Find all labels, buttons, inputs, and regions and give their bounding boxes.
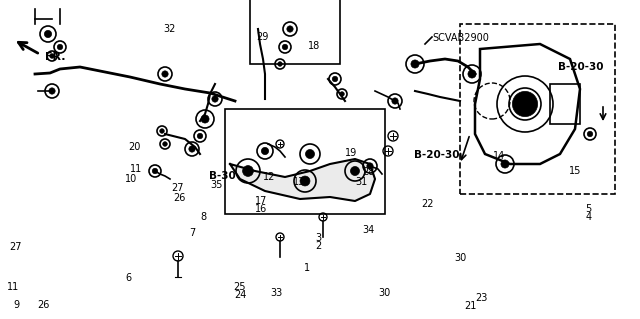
Text: 27: 27 — [10, 242, 22, 252]
Circle shape — [518, 97, 532, 111]
Text: 19: 19 — [344, 148, 357, 158]
Text: 2: 2 — [316, 241, 322, 251]
Circle shape — [278, 62, 282, 66]
Circle shape — [50, 54, 54, 58]
Text: 1: 1 — [304, 263, 310, 273]
Circle shape — [152, 168, 157, 174]
Text: 26: 26 — [173, 193, 186, 203]
Polygon shape — [230, 159, 375, 201]
Circle shape — [212, 96, 218, 102]
Text: 22: 22 — [421, 199, 434, 209]
Circle shape — [197, 133, 203, 139]
Text: 30: 30 — [454, 253, 467, 263]
Text: 27: 27 — [172, 183, 184, 193]
Text: FR.: FR. — [45, 52, 66, 63]
Text: 11: 11 — [130, 164, 143, 174]
Text: SCVAB2900: SCVAB2900 — [433, 33, 489, 43]
Text: 13: 13 — [293, 177, 306, 187]
Text: 32: 32 — [163, 24, 176, 34]
Text: 6: 6 — [125, 272, 131, 283]
Circle shape — [522, 100, 529, 108]
Text: 16: 16 — [255, 204, 268, 214]
Text: 9: 9 — [13, 300, 19, 310]
Text: 3: 3 — [316, 233, 322, 243]
Text: 5: 5 — [586, 204, 592, 214]
Circle shape — [411, 60, 419, 68]
Text: 30: 30 — [378, 288, 390, 299]
Text: 18: 18 — [307, 41, 320, 51]
Circle shape — [201, 115, 209, 123]
Circle shape — [243, 166, 253, 176]
Text: 20: 20 — [128, 142, 141, 152]
Text: 11: 11 — [6, 282, 19, 292]
Text: 28: 28 — [362, 167, 374, 177]
Circle shape — [332, 76, 338, 82]
Circle shape — [44, 30, 52, 38]
Text: 23: 23 — [475, 293, 488, 303]
Text: 25: 25 — [234, 282, 246, 292]
Text: 29: 29 — [256, 32, 269, 42]
Bar — [460, 24, 615, 194]
Circle shape — [162, 71, 168, 77]
Circle shape — [351, 167, 360, 175]
Circle shape — [305, 150, 314, 159]
Bar — [550, 84, 580, 124]
Text: 17: 17 — [255, 196, 268, 206]
Text: B-20-30: B-20-30 — [558, 62, 604, 72]
Text: 21: 21 — [464, 301, 477, 311]
Circle shape — [501, 160, 509, 168]
Text: 33: 33 — [270, 288, 283, 299]
Text: 4: 4 — [586, 212, 592, 222]
Text: 34: 34 — [362, 225, 374, 235]
Text: 35: 35 — [210, 180, 223, 190]
Circle shape — [588, 131, 593, 137]
Circle shape — [367, 163, 373, 169]
Circle shape — [468, 70, 476, 78]
Circle shape — [392, 98, 398, 104]
Text: 24: 24 — [234, 290, 246, 300]
Circle shape — [49, 88, 55, 94]
Text: 12: 12 — [262, 172, 275, 182]
Circle shape — [513, 92, 538, 117]
Text: 10: 10 — [125, 174, 138, 184]
Circle shape — [287, 26, 293, 32]
Circle shape — [189, 146, 195, 152]
Circle shape — [282, 44, 288, 50]
Text: B-20-30: B-20-30 — [413, 150, 460, 160]
Circle shape — [340, 92, 344, 96]
Bar — [250, 0, 340, 64]
Text: 31: 31 — [355, 177, 368, 187]
Circle shape — [58, 44, 63, 50]
Text: B-30: B-30 — [209, 171, 236, 181]
Text: 15: 15 — [568, 166, 581, 176]
Text: 7: 7 — [189, 228, 195, 238]
Text: 8: 8 — [200, 212, 207, 222]
Circle shape — [261, 147, 269, 155]
Bar — [225, 109, 385, 214]
Text: 26: 26 — [37, 300, 50, 310]
Circle shape — [163, 142, 167, 146]
Circle shape — [160, 129, 164, 133]
Text: 14: 14 — [493, 151, 506, 161]
Circle shape — [300, 176, 310, 186]
